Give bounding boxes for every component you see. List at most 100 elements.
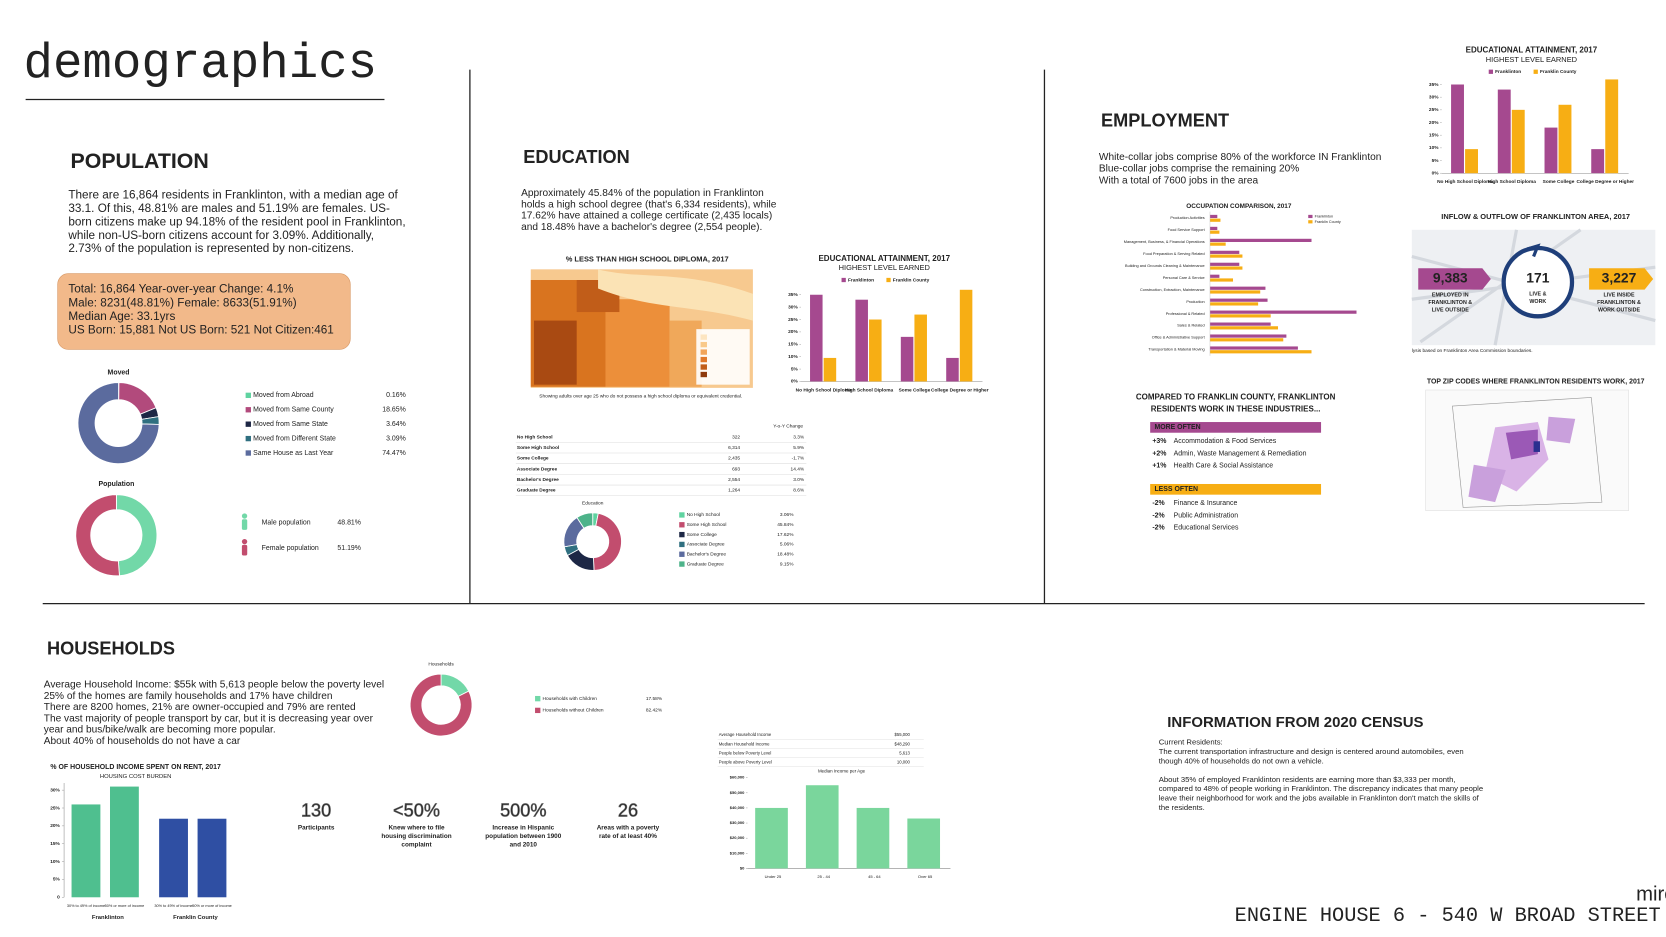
bar [1209,214,1218,219]
section-heading: EDUCATION [523,147,630,167]
paragraph: About 35% of employed Franklinton reside… [1159,775,1456,784]
table-cell: $55,000 [894,732,910,737]
paragraph: holds a high school degree (that's 6,334… [521,199,777,210]
education-map [530,269,753,388]
industry: Educational Services [1174,525,1239,532]
y-tick-label: 0% [1432,170,1440,176]
table-cell: Associate Degree [517,466,558,472]
table-cell: 322 [732,434,740,440]
x-tick-label: 25 - 44 [817,874,830,879]
y-tick-label: 15% [50,841,60,847]
label-band [1150,483,1322,495]
bar [71,804,101,898]
y-tick-label: $50,000 [730,790,745,795]
table-cell: Some High School [517,445,559,451]
donut-slice [77,382,160,465]
paragraph: born citizens make up 94.18% of the resi… [68,215,405,228]
industry: Health Care & Social Assistance [1174,463,1274,470]
donut-slice [592,512,622,571]
bar [1451,84,1464,174]
paragraph: 33.1. Of this, 48.81% are males and 51.1… [68,202,390,215]
y-tick-label: $0 [740,866,745,871]
bar [946,357,959,382]
donut-slice [409,673,473,737]
industry: Public Administration [1174,512,1239,519]
y-tick-label: 20% [50,823,60,829]
flow-label: EMPLOYED IN [1432,292,1469,298]
bar [1209,338,1284,342]
paragraph: White-collar jobs comprise 80% of the wo… [1099,152,1381,163]
stat-value: 26 [618,801,638,821]
x-tick-label: High School Diploma [1488,179,1537,185]
y-tick-label: 30% [50,787,60,793]
group-label: Franklinton [92,915,124,921]
bar [1605,79,1619,174]
legend-label: Same House as Last Year [253,450,334,457]
stat-value: 500% [500,801,546,821]
table-cell: 5,613 [899,750,910,755]
table-cell: 5.9% [793,445,805,451]
legend-label: Franklinton [1315,214,1333,218]
bar [755,807,788,869]
y-tick-label: 20% [1429,120,1439,126]
legend-swatch [245,421,251,427]
table-cell: 6,314 [728,445,740,451]
y-tick-label: Production [1186,300,1204,304]
bar [1209,302,1259,306]
chart-title: EDUCATIONAL ATTAINMENT, 2017 [818,254,950,263]
legend-label: Franklin County [893,277,930,283]
y-tick-label: Office & Administrative Support [1152,336,1206,340]
y-tick-label: Sales & Related [1177,324,1204,328]
legend-label: Some College [687,532,717,538]
x-tick-label: High School Diploma [845,387,894,393]
paragraph: Average Household Income: $55k with 5,61… [44,679,384,690]
bar [1209,334,1287,338]
y-tick-label: 0 [57,895,60,901]
legend-swatch [245,435,251,442]
legend-swatch [535,695,541,702]
paragraph: There are 16,864 residents in Franklinto… [68,189,398,202]
stat-label: housing discrimination [381,833,451,840]
value-label: 0.16% [386,392,406,399]
x-tick-label: No High School Diploma [796,387,852,393]
chart-subtitle: HIGHEST LEVEL EARNED [1486,55,1578,64]
band-label: MORE OFTEN [1154,424,1200,431]
group-label: Franklin County [173,915,218,921]
chart-subtitle: HOUSING COST BURDEN [100,774,172,780]
table-cell: 1,264 [728,488,740,494]
value-label: 3.64% [386,421,406,428]
change: -2% [1152,525,1164,532]
summary-line: Total: 16,864 Year-over-year Change: 4.1… [68,283,294,296]
bar [1591,149,1605,174]
paragraph: 25% of the homes are family households a… [44,691,333,702]
legend-swatch [679,551,685,557]
bar [1209,218,1221,222]
bar [1511,109,1525,174]
bar [197,818,227,898]
change: -2% [1152,500,1164,507]
legend-swatch [1488,69,1493,74]
legend-swatch [245,407,251,413]
value-label: 3.06% [780,512,794,518]
table-cell: 693 [732,466,740,472]
chart-title: OCCUPATION COMPARISON, 2017 [1186,203,1292,210]
section-heading: EMPLOYMENT [1101,111,1229,131]
y-tick-label: 10% [50,859,60,865]
summary-box [57,273,351,350]
legend-label: Female population [262,545,319,552]
bar [109,786,139,898]
person-icon [241,538,248,545]
table-cell: People above Poverty Level [719,760,772,765]
bar [1209,242,1226,246]
y-tick-label: Production Activities [1170,216,1204,220]
y-tick-label: 15% [788,342,798,348]
y-tick-label: Personal Care & Service [1163,276,1205,280]
legend-swatch [679,561,685,567]
legend-label: Some High School [687,522,727,528]
chart-title: EDUCATIONAL ATTAINMENT, 2017 [1466,46,1598,55]
legend-label: Associate Degree [687,542,725,548]
section-heading: INFORMATION FROM 2020 CENSUS [1167,714,1423,731]
stat-label: Participants [298,825,335,832]
x-tick-label: Some College [1543,179,1575,185]
bar [1209,250,1240,254]
